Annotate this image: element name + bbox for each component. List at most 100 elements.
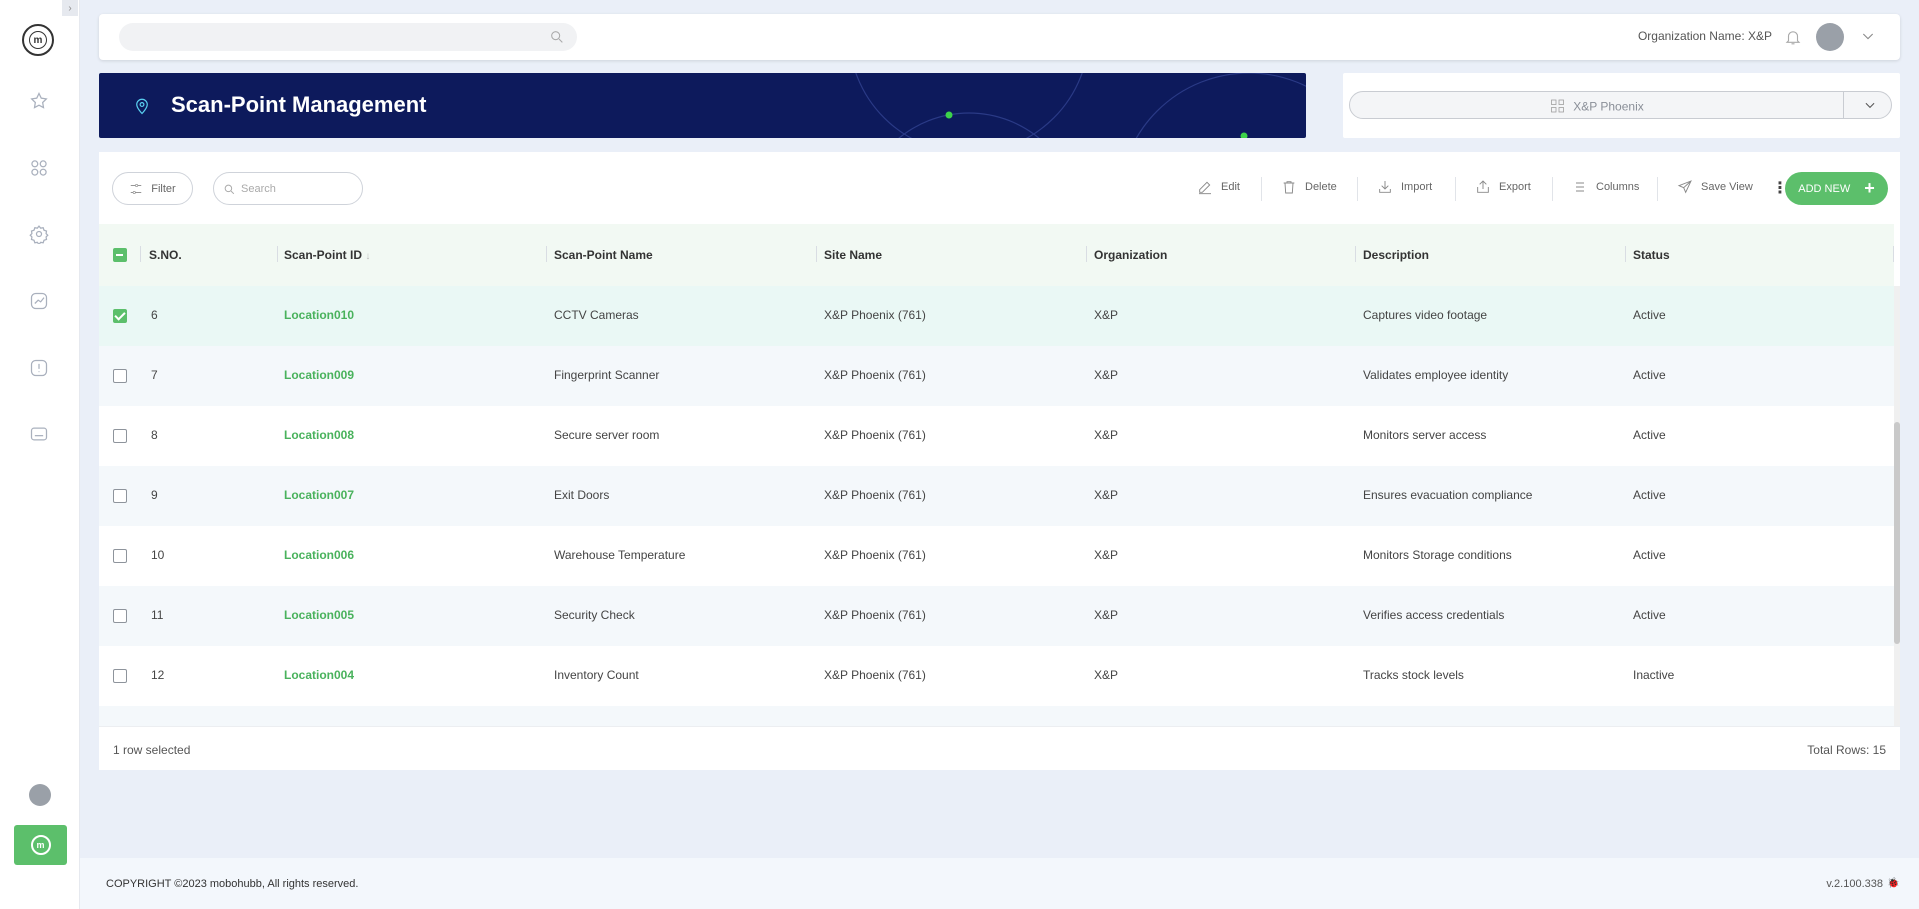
- page-banner: Scan-Point Management: [99, 73, 1306, 138]
- cell-sno: 12: [151, 668, 165, 682]
- add-new-label: ADD NEW: [1798, 182, 1851, 195]
- chevron-down-icon[interactable]: [1860, 28, 1876, 44]
- row-checkbox[interactable]: [113, 489, 127, 503]
- table-row[interactable]: 9 Location007 Exit Doors X&P Phoenix (76…: [99, 466, 1894, 526]
- trash-icon: [1283, 181, 1295, 194]
- edit-label: Edit: [1221, 181, 1240, 193]
- analytics-icon[interactable]: [28, 290, 50, 312]
- site-selector-card: X&P Phoenix: [1343, 73, 1900, 138]
- mobohubb-app-button[interactable]: m: [14, 825, 67, 865]
- cell-scan-point-id-link[interactable]: Location007: [284, 488, 355, 502]
- column-divider: [140, 246, 141, 262]
- folder-icon[interactable]: [28, 423, 50, 445]
- more-options-icon[interactable]: ⋮: [1772, 180, 1788, 197]
- cell-site-name: X&P Phoenix (761): [824, 548, 926, 562]
- site-selector-dropdown[interactable]: X&P Phoenix: [1349, 91, 1892, 119]
- row-checkbox[interactable]: [113, 609, 127, 623]
- sidebar-collapse-toggle[interactable]: ›: [62, 0, 78, 16]
- cell-scan-point-id-link[interactable]: Location004: [284, 668, 355, 682]
- select-all-checkbox[interactable]: [113, 248, 127, 262]
- header-description[interactable]: Description: [1363, 248, 1430, 262]
- header-organization[interactable]: Organization: [1094, 248, 1168, 262]
- filter-button[interactable]: Filter: [112, 172, 193, 205]
- header-scan-point-name[interactable]: Scan-Point Name: [554, 248, 653, 262]
- cell-description: Ensures evacuation compliance: [1363, 488, 1533, 502]
- header-site-name[interactable]: Site Name: [824, 248, 883, 262]
- chevron-down-icon[interactable]: [1863, 98, 1877, 112]
- cell-site-name: X&P Phoenix (761): [824, 368, 926, 382]
- dashboard-grid-icon[interactable]: [28, 157, 50, 179]
- row-checkbox[interactable]: [113, 369, 127, 383]
- page-title: Scan-Point Management: [171, 92, 427, 117]
- columns-button[interactable]: Columns: [1572, 179, 1639, 195]
- top-bar: Organization Name: X&P: [99, 14, 1900, 60]
- cell-scan-point-name: Inventory Count: [554, 668, 639, 682]
- cell-scan-point-name: Fingerprint Scanner: [554, 368, 660, 382]
- cell-scan-point-id-link[interactable]: Location006: [284, 548, 355, 562]
- export-icon: [1477, 180, 1489, 193]
- save-view-button[interactable]: Save View: [1677, 179, 1753, 195]
- export-button[interactable]: Export: [1475, 179, 1531, 195]
- star-icon[interactable]: [28, 90, 50, 112]
- app-logo[interactable]: m: [22, 24, 54, 56]
- scan-point-table-card: Filter Search Edit Delete Import Export …: [99, 152, 1900, 770]
- header-sno[interactable]: S.NO.: [149, 248, 182, 262]
- table-row[interactable]: 12 Location004 Inventory Count X&P Phoen…: [99, 646, 1894, 706]
- cell-scan-point-id-link[interactable]: Location010: [284, 308, 355, 322]
- selection-info: 1 row selected: [113, 743, 191, 757]
- cell-organization: X&P: [1094, 488, 1119, 502]
- import-button[interactable]: Import: [1377, 179, 1432, 195]
- table-row[interactable]: 11 Location005 Security Check X&P Phoeni…: [99, 586, 1894, 646]
- delete-label: Delete: [1305, 181, 1337, 193]
- column-divider: [816, 246, 817, 262]
- export-label: Export: [1499, 181, 1531, 193]
- table-row[interactable]: 8 Location008 Secure server room X&P Pho…: [99, 406, 1894, 466]
- toolbar-divider: [1657, 177, 1658, 201]
- user-avatar[interactable]: [1816, 23, 1844, 51]
- edit-button[interactable]: Edit: [1197, 179, 1240, 195]
- row-checkbox[interactable]: [113, 669, 127, 683]
- toolbar-divider: [1455, 177, 1456, 201]
- sort-arrow-icon[interactable]: ↓: [365, 251, 371, 262]
- cell-site-name: X&P Phoenix (761): [824, 608, 926, 622]
- table-scrollbar[interactable]: [1894, 286, 1900, 726]
- settings-gear-icon[interactable]: [28, 223, 50, 245]
- cell-status: Inactive: [1633, 668, 1675, 682]
- user-profile-icon[interactable]: [29, 784, 51, 806]
- cell-organization: X&P: [1094, 428, 1119, 442]
- cell-scan-point-id-link[interactable]: Location005: [284, 608, 355, 622]
- cell-scan-point-name: Secure server room: [554, 428, 660, 442]
- version-text: v.2.100.338: [1826, 878, 1883, 890]
- cell-organization: X&P: [1094, 548, 1119, 562]
- cell-organization: X&P: [1094, 308, 1119, 322]
- notification-bell-icon[interactable]: [1784, 27, 1802, 47]
- cell-sno: 9: [151, 488, 158, 502]
- delete-button[interactable]: Delete: [1281, 179, 1337, 195]
- cell-site-name: X&P Phoenix (761): [824, 428, 926, 442]
- bug-report-icon[interactable]: 🐞: [1887, 878, 1900, 889]
- row-checkbox[interactable]: [113, 429, 127, 443]
- table-search-input[interactable]: Search: [213, 172, 363, 205]
- scrollbar-thumb[interactable]: [1894, 422, 1900, 644]
- row-checkbox[interactable]: [113, 549, 127, 563]
- column-divider: [1893, 246, 1894, 262]
- table-row[interactable]: 10 Location006 Warehouse Temperature X&P…: [99, 526, 1894, 586]
- table-row[interactable]: 6 Location010 CCTV Cameras X&P Phoenix (…: [99, 286, 1894, 346]
- search-icon: [224, 184, 235, 195]
- cell-status: Active: [1633, 428, 1666, 442]
- alert-icon[interactable]: [28, 357, 50, 379]
- total-rows: Total Rows: 15: [1807, 743, 1886, 757]
- filter-label: Filter: [151, 182, 176, 195]
- global-search-input[interactable]: [119, 23, 577, 51]
- table-row[interactable]: 7 Location009 Fingerprint Scanner X&P Ph…: [99, 346, 1894, 406]
- cell-description: Monitors server access: [1363, 428, 1487, 442]
- cell-scan-point-id-link[interactable]: Location009: [284, 368, 355, 382]
- toolbar-divider: [1357, 177, 1358, 201]
- header-scan-point-id[interactable]: Scan-Point ID ↓: [284, 248, 370, 262]
- cell-sno: 10: [151, 548, 165, 562]
- add-new-button[interactable]: ADD NEW +: [1785, 172, 1888, 205]
- cell-scan-point-id-link[interactable]: Location008: [284, 428, 355, 442]
- header-status[interactable]: Status: [1633, 248, 1670, 262]
- row-checkbox[interactable]: [113, 309, 127, 323]
- cell-scan-point-name: Warehouse Temperature: [554, 548, 686, 562]
